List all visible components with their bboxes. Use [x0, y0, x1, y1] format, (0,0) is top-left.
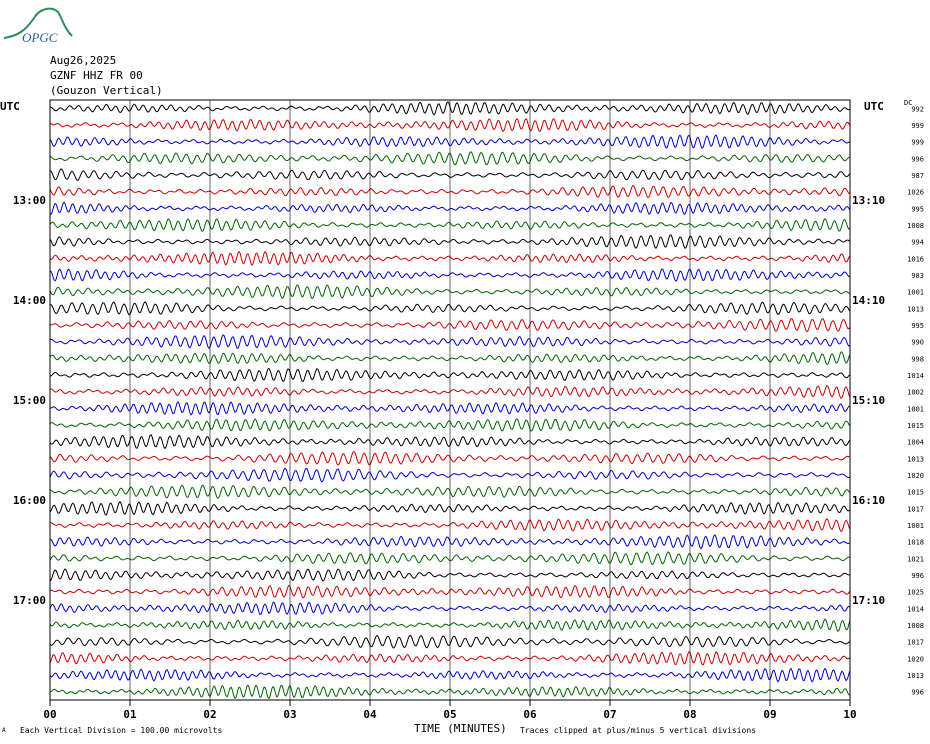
dc-offset-label: 1004 [907, 439, 924, 447]
dc-offset-label: 1008 [907, 222, 924, 230]
x-axis-title: TIME (MINUTES) [414, 722, 507, 735]
clip-note: Traces clipped at plus/minus 5 vertical … [520, 726, 757, 735]
dc-offset-label: 996 [911, 155, 924, 163]
x-tick-label-04: 04 [363, 708, 377, 721]
right-time-label: 15:10 [852, 394, 885, 407]
dc-offset-label: 1025 [907, 589, 924, 597]
dc-offset-label: 998 [911, 355, 924, 363]
dc-offset-label: 1017 [907, 639, 924, 647]
dc-offset-label: 1001 [907, 289, 924, 297]
dc-header: DC [904, 99, 912, 107]
footer-mark: A [2, 727, 6, 734]
x-tick-label-00: 00 [43, 708, 56, 721]
dc-offset-label: 1018 [907, 539, 924, 547]
dc-offset-label: 999 [911, 122, 924, 130]
dc-offset-label: 987 [911, 172, 924, 180]
right-utc-label: UTC [864, 100, 884, 113]
dc-offset-label: 983 [911, 272, 924, 280]
dc-offset-label: 1001 [907, 405, 924, 413]
dc-offset-label: 1020 [907, 472, 924, 480]
dc-offset-label: 1002 [907, 389, 924, 397]
dc-offset-label: 1026 [907, 189, 924, 197]
dc-offset-label: 1013 [907, 305, 924, 313]
left-time-labels: 13:00 14:00 15:00 16:00 17:00 [13, 194, 46, 607]
left-utc-label: UTC [0, 100, 20, 113]
x-tick-label-09: 09 [763, 708, 776, 721]
dc-offset-label: 994 [911, 239, 924, 247]
dc-offset-label: 992 [911, 105, 924, 113]
dc-offset-label: 1014 [907, 372, 924, 380]
right-time-label: 14:10 [852, 294, 885, 307]
dc-offset-label: 1014 [907, 605, 924, 613]
left-time-label: 17:00 [13, 594, 46, 607]
right-time-label: 13:10 [852, 194, 885, 207]
dc-offset-label: 1015 [907, 489, 924, 497]
logo-text: OPGC [22, 30, 58, 45]
dc-offset-labels: 992 999 999 996 987 1026 995 1008 994 1016 983 1001… [907, 105, 924, 696]
x-tick-label-07: 07 [603, 708, 616, 721]
dc-offset-label: 1017 [907, 505, 924, 513]
x-tick-label-03: 03 [283, 708, 296, 721]
right-time-label: 17:10 [852, 594, 885, 607]
dc-offset-label: 996 [911, 689, 924, 697]
dc-offset-label: 990 [911, 339, 924, 347]
x-tick-label-02: 02 [203, 708, 216, 721]
dc-offset-label: 999 [911, 139, 924, 147]
x-tick-label-08: 08 [683, 708, 696, 721]
dc-offset-label: 1021 [907, 555, 924, 563]
station-label: GZNF HHZ FR 00 [50, 69, 143, 82]
x-tick-label-10: 10 [843, 708, 856, 721]
logo-mountain-icon [3, 7, 73, 39]
dc-offset-label: 995 [911, 205, 924, 213]
left-time-label: 15:00 [13, 394, 46, 407]
left-time-label: 14:00 [13, 294, 46, 307]
x-tick-label-05: 05 [443, 708, 456, 721]
dc-offset-label: 1013 [907, 455, 924, 463]
dc-offset-label: 1020 [907, 655, 924, 663]
location-label: (Gouzon Vertical) [50, 84, 163, 97]
left-time-label: 16:00 [13, 494, 46, 507]
dc-offset-label: 1015 [907, 422, 924, 430]
date-label: Aug26,2025 [50, 54, 117, 67]
x-tick-label-01: 01 [123, 708, 137, 721]
right-time-label: 16:10 [852, 494, 885, 507]
opgc-logo: OPGC [3, 7, 73, 45]
right-time-labels: 13:10 14:10 15:10 16:10 17:10 [852, 194, 885, 607]
left-time-label: 13:00 [13, 194, 46, 207]
x-tick-label-06: 06 [523, 708, 537, 721]
dc-offset-label: 995 [911, 322, 924, 330]
dc-offset-label: 1013 [907, 672, 924, 680]
x-tick-labels: 00 01 02 03 04 05 06 07 08 09 10 [43, 700, 857, 721]
dc-offset-label: 1001 [907, 522, 924, 530]
dc-offset-label: 1008 [907, 622, 924, 630]
dc-offset-label: 1016 [907, 255, 924, 263]
dc-offset-label: 996 [911, 572, 924, 580]
scale-note: Each Vertical Division = 100.00 microvol… [20, 726, 223, 735]
